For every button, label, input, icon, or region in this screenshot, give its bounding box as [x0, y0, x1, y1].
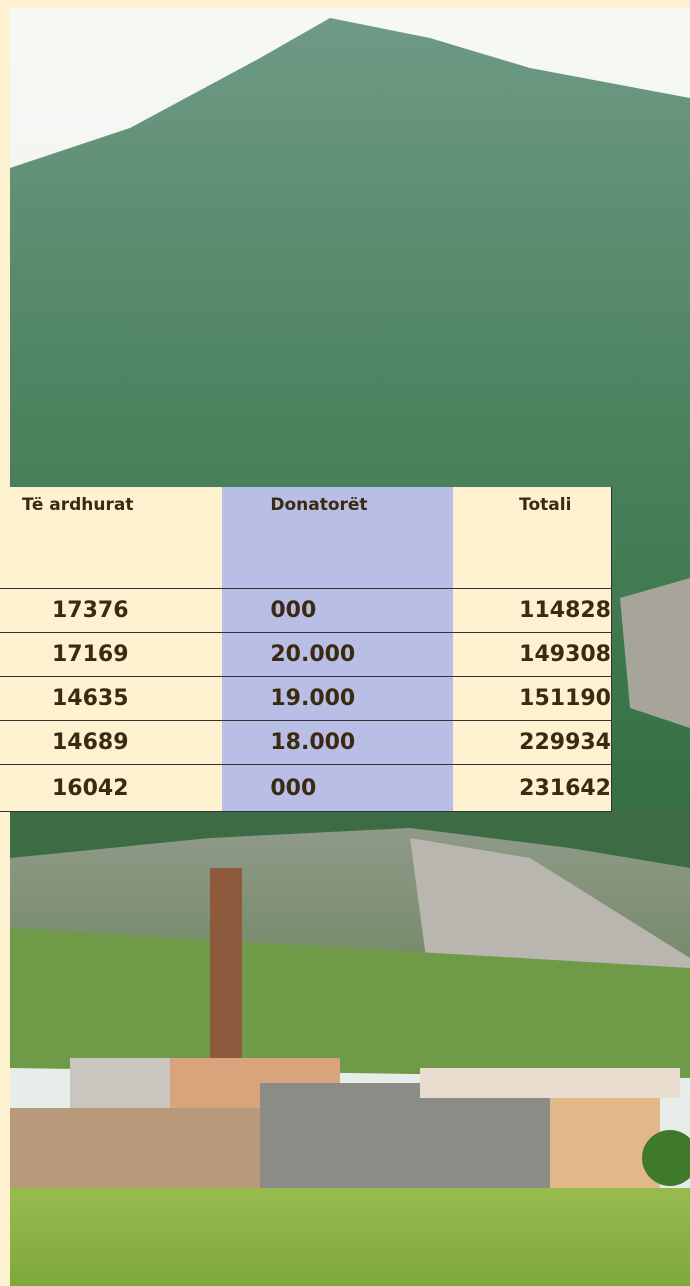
table-cell: 17376 — [0, 589, 222, 633]
table-cell: 151190 — [453, 677, 611, 721]
page: Të ardhuratDonatorëtTotali17376000114828… — [0, 0, 690, 1286]
header-cell: Të ardhurat — [0, 487, 222, 589]
table-cell: 000 — [222, 589, 453, 633]
table-cell: 20.000 — [222, 633, 453, 677]
table-cell: 231642 — [453, 765, 611, 812]
table-cell: 14635 — [0, 677, 222, 721]
header-cell: Totali — [453, 487, 611, 589]
table-cell: 18.000 — [222, 721, 453, 765]
table-cell: 19.000 — [222, 677, 453, 721]
table-cell: 229934 — [453, 721, 611, 765]
table-cell: 17169 — [0, 633, 222, 677]
table-cell: 114828 — [453, 589, 611, 633]
header-cell: Donatorët — [222, 487, 453, 589]
table-cell: 16042 — [0, 765, 222, 812]
table-cell: 000 — [222, 765, 453, 812]
table-cell: 149308 — [453, 633, 611, 677]
table-cell: 14689 — [0, 721, 222, 765]
